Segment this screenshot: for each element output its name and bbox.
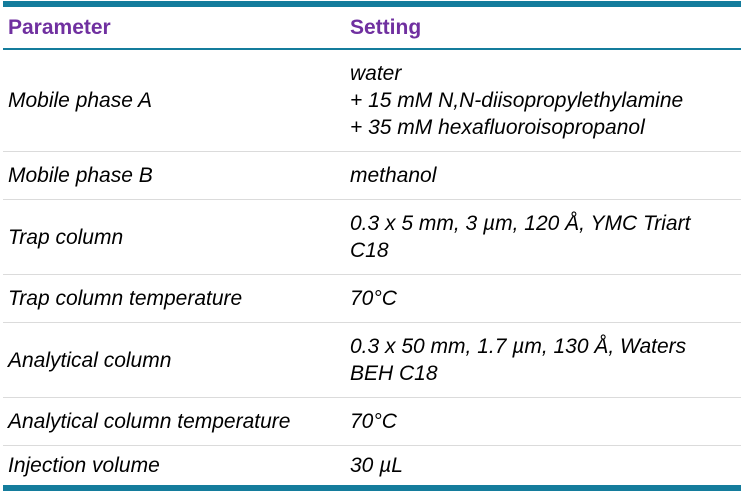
table-row-analytical-column-temperature: Analytical column temperature 70°C	[3, 397, 741, 446]
method-parameter-table: Parameter Setting Mobile phase A water +…	[3, 1, 741, 491]
column-header-setting: Setting	[345, 4, 741, 50]
parameter-cell: Analytical column	[3, 322, 345, 398]
parameter-cell: Mobile phase A	[3, 49, 345, 152]
table-body: Mobile phase A water + 15 mM N,N-diisopr…	[3, 49, 741, 488]
method-parameter-table-container: Parameter Setting Mobile phase A water +…	[3, 1, 741, 491]
parameter-cell: Mobile phase B	[3, 151, 345, 200]
table-row-mobile-phase-a: Mobile phase A water + 15 mM N,N-diisopr…	[3, 49, 741, 152]
table-row-analytical-column: Analytical column 0.3 x 50 mm, 1.7 µm, 1…	[3, 322, 741, 398]
setting-cell: methanol	[345, 151, 741, 200]
setting-cell: 0.3 x 50 mm, 1.7 µm, 130 Å, Waters BEH C…	[345, 322, 741, 398]
setting-cell: 70°C	[345, 397, 741, 446]
header-row: Parameter Setting	[3, 4, 741, 50]
parameter-cell: Trap column temperature	[3, 274, 345, 323]
setting-cell: 70°C	[345, 274, 741, 323]
table-row-trap-column: Trap column 0.3 x 5 mm, 3 µm, 120 Å, YMC…	[3, 199, 741, 275]
parameter-cell: Injection volume	[8, 454, 160, 477]
setting-cell: 0.3 x 5 mm, 3 µm, 120 Å, YMC Triart C18	[345, 199, 741, 275]
setting-cell: water + 15 mM N,N-diisopropylethylamine …	[345, 49, 741, 152]
parameter-cell: Analytical column temperature	[3, 397, 345, 446]
table-row-injection-volume: Injection volume 30 µL	[3, 446, 741, 489]
table-row-mobile-phase-b: Mobile phase B methanol	[3, 151, 741, 200]
table-row-trap-column-temperature: Trap column temperature 70°C	[3, 274, 741, 323]
table-header: Parameter Setting	[3, 4, 741, 50]
column-header-parameter: Parameter	[3, 4, 345, 50]
parameter-cell: Trap column	[3, 199, 345, 275]
setting-cell: 30 µL	[350, 454, 403, 477]
